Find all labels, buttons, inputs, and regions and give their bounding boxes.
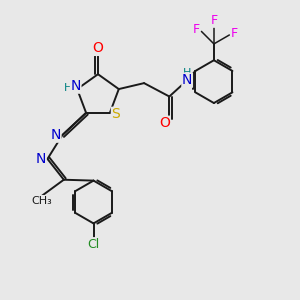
Text: S: S bbox=[111, 107, 120, 121]
Text: O: O bbox=[92, 41, 104, 56]
Text: Cl: Cl bbox=[87, 238, 100, 251]
Text: H: H bbox=[183, 68, 191, 78]
Text: F: F bbox=[193, 23, 200, 36]
Text: N: N bbox=[70, 79, 81, 93]
Text: CH₃: CH₃ bbox=[31, 196, 52, 206]
Text: F: F bbox=[231, 27, 238, 40]
Text: N: N bbox=[182, 73, 192, 87]
Text: O: O bbox=[159, 116, 170, 130]
Text: N: N bbox=[51, 128, 61, 142]
Text: N: N bbox=[36, 152, 46, 166]
Text: F: F bbox=[210, 14, 218, 27]
Text: H: H bbox=[64, 82, 72, 93]
